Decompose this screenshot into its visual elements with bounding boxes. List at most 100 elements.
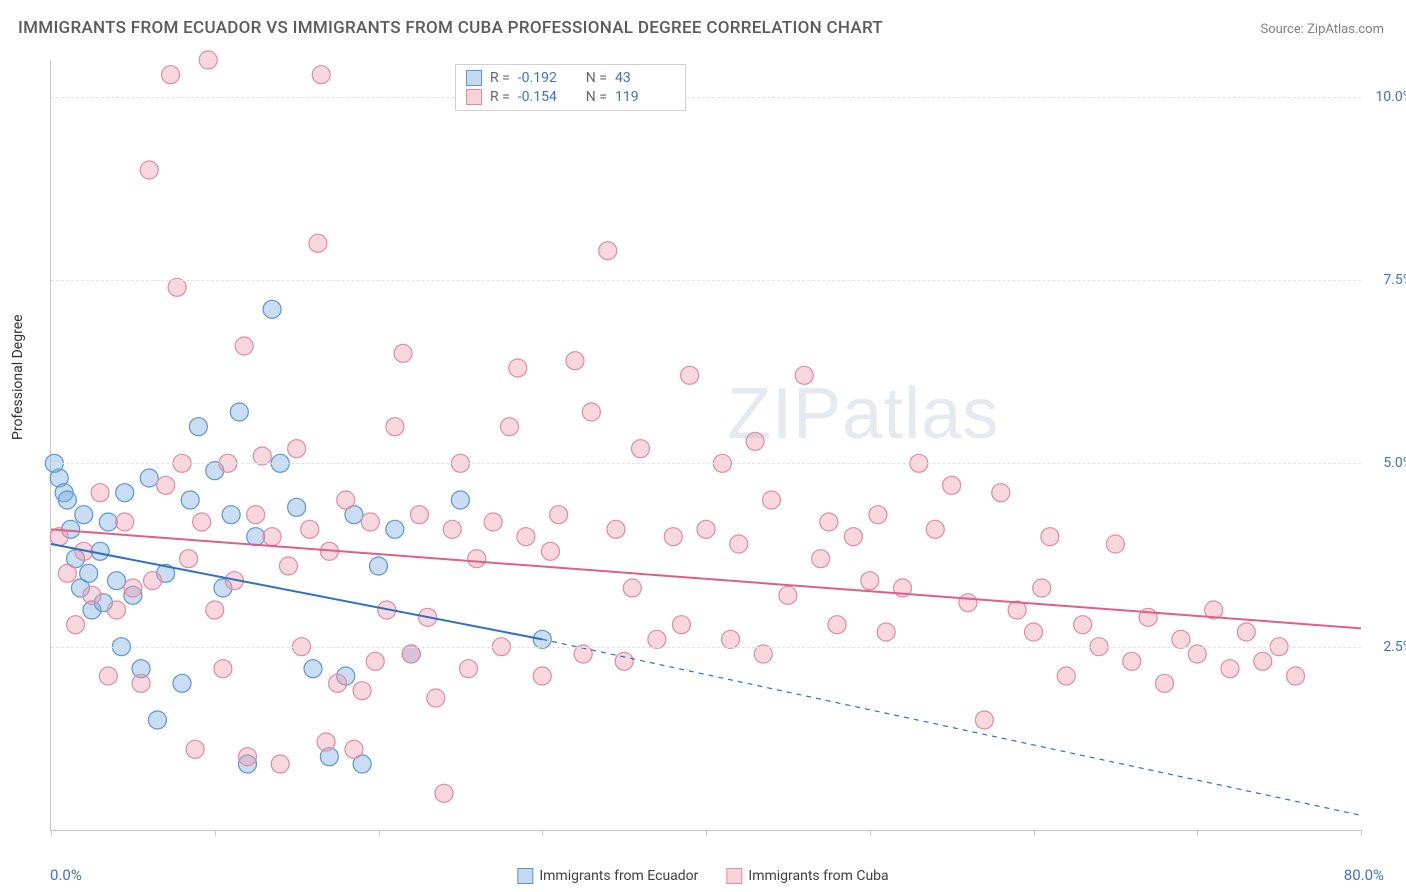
trend-line — [51, 529, 1361, 628]
legend-label-ecuador: Immigrants from Ecuador — [539, 868, 698, 884]
plot-area: ZIPatlas 2.5%5.0%7.5%10.0% — [50, 60, 1361, 831]
scatter-point — [309, 234, 327, 252]
scatter-point — [144, 572, 162, 590]
legend-label-cuba: Immigrants from Cuba — [748, 868, 888, 884]
scatter-point — [214, 660, 232, 678]
scatter-point — [926, 520, 944, 538]
swatch-ecuador-icon — [466, 70, 482, 86]
scatter-point — [394, 344, 412, 362]
scatter-point — [337, 491, 355, 509]
scatter-point — [763, 491, 781, 509]
scatter-point — [173, 674, 191, 692]
y-tick-label: 7.5% — [1368, 272, 1406, 288]
n-value-ecuador: 43 — [615, 70, 675, 86]
y-tick-label: 2.5% — [1368, 639, 1406, 655]
x-tick — [870, 830, 871, 836]
scatter-point — [247, 528, 265, 546]
legend-item-ecuador: Immigrants from Ecuador — [517, 868, 698, 884]
scatter-point — [235, 337, 253, 355]
gridline — [51, 463, 1361, 464]
scatter-point — [199, 51, 217, 69]
scatter-point — [386, 418, 404, 436]
scatter-point — [386, 520, 404, 538]
scatter-point — [869, 506, 887, 524]
scatter-point — [812, 550, 830, 568]
scatter-point — [435, 784, 453, 802]
scatter-point — [410, 506, 428, 524]
scatter-point — [83, 586, 101, 604]
scatter-point — [681, 366, 699, 384]
scatter-point — [279, 557, 297, 575]
scatter-point — [468, 550, 486, 568]
scatter-point — [509, 359, 527, 377]
gridline — [51, 97, 1361, 98]
scatter-point — [329, 674, 347, 692]
x-axis-min-label: 0.0% — [50, 866, 82, 884]
chart-title: IMMIGRANTS FROM ECUADOR VS IMMIGRANTS FR… — [18, 18, 883, 38]
r-value-ecuador: -0.192 — [518, 70, 578, 86]
scatter-point — [484, 513, 502, 531]
scatter-point — [615, 652, 633, 670]
scatter-point — [460, 660, 478, 678]
n-value-cuba: 119 — [615, 89, 675, 105]
scatter-point — [943, 476, 961, 494]
y-tick-label: 10.0% — [1368, 89, 1406, 105]
scatter-point — [599, 242, 617, 260]
scatter-point — [1254, 652, 1272, 670]
x-tick — [1197, 830, 1198, 836]
swatch-cuba-icon — [726, 868, 742, 884]
scatter-point — [566, 352, 584, 370]
scatter-point — [1287, 667, 1305, 685]
scatter-point — [533, 667, 551, 685]
x-tick — [1034, 830, 1035, 836]
scatter-point — [67, 616, 85, 634]
scatter-point — [99, 667, 117, 685]
gridline — [51, 280, 1361, 281]
scatter-point — [366, 652, 384, 670]
scatter-point — [779, 586, 797, 604]
scatter-point — [820, 513, 838, 531]
scatter-point — [1221, 660, 1239, 678]
scatter-point — [222, 506, 240, 524]
scatter-point — [247, 506, 265, 524]
r-label: R = — [490, 70, 510, 86]
scatter-point — [648, 630, 666, 648]
scatter-point — [239, 748, 257, 766]
scatter-point — [582, 403, 600, 421]
scatter-point — [301, 520, 319, 538]
scatter-point — [550, 506, 568, 524]
scatter-point — [116, 513, 134, 531]
bottom-legend: Immigrants from Ecuador Immigrants from … — [517, 868, 888, 884]
scatter-point — [108, 601, 126, 619]
x-tick — [379, 830, 380, 836]
scatter-point — [312, 66, 330, 84]
scatter-point — [1057, 667, 1075, 685]
x-tick — [706, 830, 707, 836]
scatter-point — [271, 755, 289, 773]
scatter-point — [1025, 623, 1043, 641]
x-tick — [215, 830, 216, 836]
legend-item-cuba: Immigrants from Cuba — [726, 868, 888, 884]
scatter-point — [181, 491, 199, 509]
scatter-point — [861, 572, 879, 590]
scatter-point — [206, 601, 224, 619]
scatter-point — [1237, 623, 1255, 641]
scatter-point — [697, 520, 715, 538]
scatter-point — [517, 528, 535, 546]
scatter-point — [345, 740, 363, 758]
scatter-point — [304, 660, 322, 678]
scatter-point — [607, 520, 625, 538]
scatter-point — [1156, 674, 1174, 692]
legend-row-ecuador: R = -0.192 N = 43 — [466, 70, 675, 86]
scatter-point — [189, 418, 207, 436]
scatter-point — [746, 432, 764, 450]
scatter-point — [795, 366, 813, 384]
scatter-point — [108, 572, 126, 590]
swatch-cuba-icon — [466, 89, 482, 105]
scatter-point — [992, 484, 1010, 502]
scatter-point — [148, 711, 166, 729]
scatter-point — [959, 594, 977, 612]
scatter-point — [157, 476, 175, 494]
scatter-point — [975, 711, 993, 729]
scatter-point — [180, 550, 198, 568]
